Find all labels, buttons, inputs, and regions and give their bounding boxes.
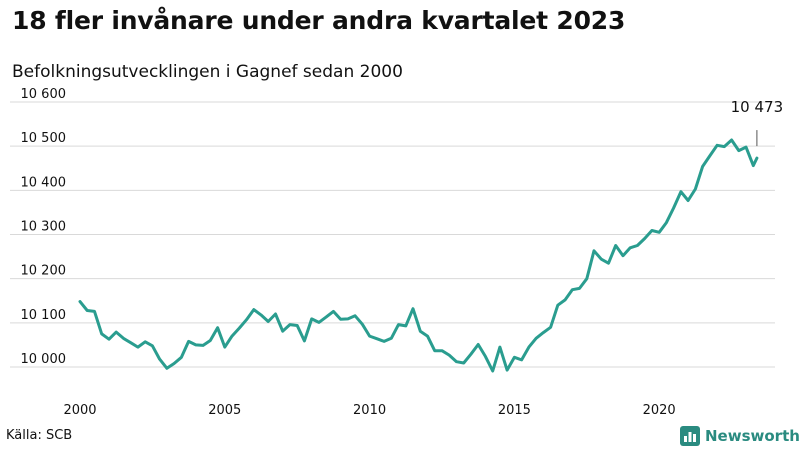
x-tick-label: 2010 — [353, 403, 386, 418]
gridlines — [10, 101, 775, 368]
x-tick-label: 2000 — [63, 403, 96, 418]
brand-logo: Newsworthy — [680, 426, 800, 446]
x-tick-label: 2005 — [208, 403, 241, 418]
brand-name: Newsworthy — [705, 427, 800, 445]
y-tick-label: 10 100 — [21, 308, 67, 323]
newsworthy-logo-icon — [680, 426, 700, 446]
x-axis-tick-labels: 2000 2005 2010 2015 2020 — [63, 403, 675, 418]
chart-title: 18 fler invånare under andra kvartalet 2… — [12, 6, 626, 35]
y-tick-label: 10 400 — [21, 175, 67, 190]
annotation-group: 10 473 — [731, 98, 784, 147]
x-tick-label: 2015 — [498, 403, 531, 418]
y-tick-label: 10 200 — [21, 264, 67, 279]
annotation-label: 10 473 — [731, 98, 784, 116]
y-tick-label: 10 500 — [21, 131, 67, 146]
series-line — [78, 138, 759, 373]
y-tick-label: 10 000 — [21, 352, 67, 367]
y-tick-label: 10 300 — [21, 220, 67, 235]
source-label: Källa: SCB — [6, 428, 73, 443]
y-tick-label: 10 600 — [21, 87, 67, 102]
series-lines — [78, 138, 759, 373]
x-tick-label: 2020 — [643, 403, 676, 418]
chart-subtitle: Befolkningsutvecklingen i Gagnef sedan 2… — [12, 62, 403, 82]
y-axis-tick-labels: 10 000 10 100 10 200 10 300 10 400 10 500 10 6… — [21, 87, 67, 367]
